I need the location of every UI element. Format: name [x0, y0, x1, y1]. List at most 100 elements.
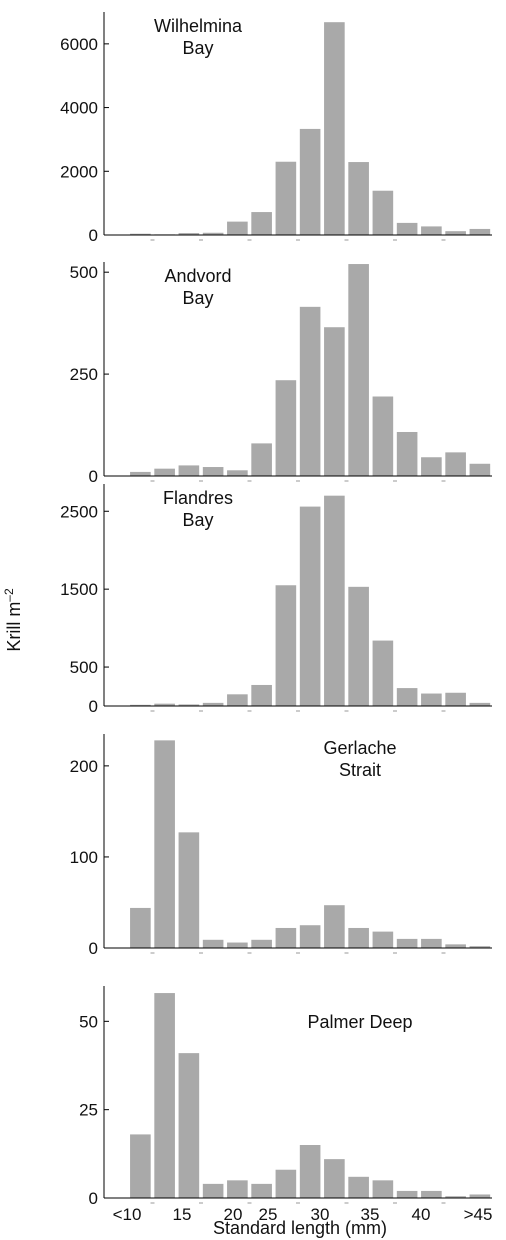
- bar: [202, 702, 224, 706]
- bar: [251, 1183, 272, 1198]
- bar: [324, 1159, 345, 1198]
- bar: [372, 190, 394, 235]
- panel-title-line: Bay: [182, 288, 213, 308]
- bar: [299, 1145, 321, 1198]
- axis-titles: Krill m–2 Standard length (mm): [2, 588, 387, 1238]
- bar: [178, 704, 200, 706]
- y-tick-label: 2000: [60, 162, 98, 181]
- bar: [445, 692, 466, 706]
- bar: [275, 585, 297, 706]
- bar: [227, 1180, 248, 1198]
- x-tick-label: 40: [412, 1205, 431, 1224]
- bar: [469, 1194, 491, 1198]
- bar: [324, 22, 345, 235]
- panel-title-line: Strait: [339, 760, 381, 780]
- bar: [396, 222, 418, 235]
- y-tick-label: 4000: [60, 99, 98, 118]
- panel-title-line: Bay: [182, 510, 213, 530]
- bar: [275, 161, 297, 235]
- panel-4: 0 25 50 Palmer Deep: [79, 986, 492, 1208]
- bar: [251, 443, 272, 476]
- bar: [202, 1183, 224, 1198]
- x-tick-label: <10: [113, 1205, 142, 1224]
- bar: [202, 232, 224, 235]
- bar: [154, 740, 175, 948]
- x-tick-label: 25: [259, 1205, 278, 1224]
- bar: [130, 907, 151, 948]
- bar: [421, 693, 442, 706]
- bar: [130, 233, 151, 235]
- bar: [421, 1190, 442, 1198]
- bar: [348, 264, 369, 476]
- x-tick-label: >45: [464, 1205, 493, 1224]
- bar: [178, 465, 200, 476]
- bar: [299, 128, 321, 235]
- bar: [445, 1196, 466, 1198]
- panel-title-line: Gerlache: [323, 738, 396, 758]
- bar: [227, 694, 248, 706]
- y-tick-label: 6000: [60, 35, 98, 54]
- bar: [154, 468, 175, 476]
- x-tick-label: 20: [224, 1205, 243, 1224]
- panel-title-line: Andvord: [164, 266, 231, 286]
- bar: [178, 233, 200, 235]
- bar: [251, 212, 272, 235]
- bar: [251, 939, 272, 948]
- y-tick-label: 500: [70, 658, 98, 677]
- y-tick-label: 0: [89, 939, 98, 958]
- bar: [299, 306, 321, 476]
- bar: [445, 944, 466, 948]
- y-tick-label: 500: [70, 263, 98, 282]
- bar: [469, 228, 491, 235]
- bar: [130, 1134, 151, 1198]
- bar: [421, 938, 442, 948]
- y-tick-label: 2500: [60, 502, 98, 521]
- y-tick-label: 0: [89, 1189, 98, 1208]
- bar: [275, 927, 297, 948]
- y-axis-title-exponent: –2: [2, 588, 16, 602]
- bar: [324, 905, 345, 948]
- bar: [227, 221, 248, 235]
- panel-title-line: Wilhelmina: [154, 16, 243, 36]
- x-tick-label: 15: [173, 1205, 192, 1224]
- y-axis-title: Krill m–2: [2, 588, 24, 652]
- x-axis-title: Standard length (mm): [213, 1218, 387, 1238]
- bar: [178, 1053, 200, 1198]
- y-tick-label: 1500: [60, 580, 98, 599]
- y-tick-label: 0: [89, 697, 98, 716]
- y-tick-label: 0: [89, 226, 98, 245]
- bar: [421, 457, 442, 476]
- y-tick-label: 0: [89, 467, 98, 486]
- panel-title-line: Flandres: [163, 488, 233, 508]
- bar: [421, 226, 442, 235]
- bar: [396, 1190, 418, 1198]
- bar: [324, 327, 345, 476]
- bar: [372, 396, 394, 476]
- bar: [299, 925, 321, 948]
- bar: [469, 702, 491, 706]
- bar: [251, 684, 272, 706]
- bar: [372, 1180, 394, 1198]
- bar: [372, 640, 394, 706]
- y-tick-label: 200: [70, 757, 98, 776]
- bar: [469, 946, 491, 948]
- bar: [130, 704, 151, 706]
- bar: [372, 931, 394, 948]
- bar: [396, 688, 418, 706]
- y-tick-label: 50: [79, 1012, 98, 1031]
- bar: [227, 470, 248, 476]
- y-tick-label: 250: [70, 365, 98, 384]
- y-tick-label: 25: [79, 1101, 98, 1120]
- bar: [348, 1176, 369, 1198]
- bar: [154, 993, 175, 1198]
- bar: [469, 463, 491, 476]
- bar: [348, 586, 369, 706]
- panel-title-line: Palmer Deep: [307, 1012, 412, 1032]
- bar: [299, 506, 321, 706]
- bar: [396, 938, 418, 948]
